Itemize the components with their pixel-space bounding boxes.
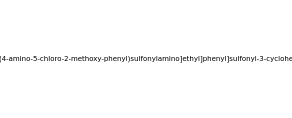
Text: 1-[4-[2-[(4-amino-5-chloro-2-methoxy-phenyl)sulfonylamino]ethyl]phenyl]sulfonyl-: 1-[4-[2-[(4-amino-5-chloro-2-methoxy-phe… — [0, 56, 292, 62]
